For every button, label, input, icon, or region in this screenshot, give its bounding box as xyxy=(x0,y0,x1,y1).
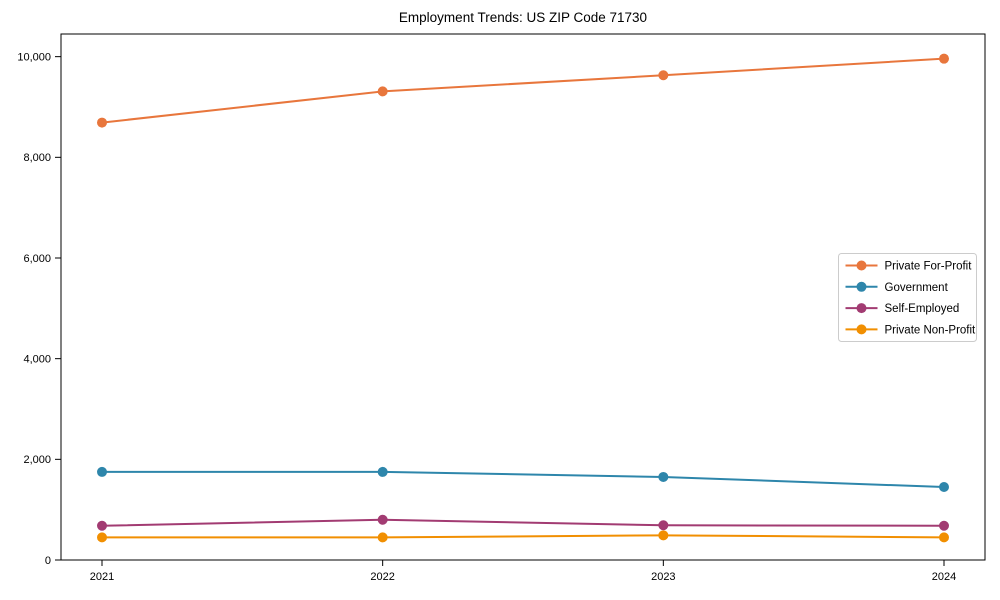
legend-marker-self-employed xyxy=(856,303,867,314)
plot-border xyxy=(60,33,986,561)
plot-area: 0 2,000 4,000 6,000 8,000 10,000 2021 2022 2023 2… xyxy=(17,33,986,583)
legend-label-private-non-profit: Private Non-Profit xyxy=(885,324,977,336)
y-axis-tick-label: 0 xyxy=(45,555,51,567)
legend-marker-government xyxy=(856,281,867,292)
legend-label-private-for-profit: Private For-Profit xyxy=(885,261,973,273)
data-point-private-for-profit-2022 xyxy=(377,86,388,97)
y-axis-tick-label: 4,000 xyxy=(23,353,51,365)
x-axis-tick-label: 2023 xyxy=(651,571,675,583)
data-point-government-2023 xyxy=(658,471,669,482)
data-point-private-non-profit-2021 xyxy=(97,532,107,543)
data-point-self-employed-2022 xyxy=(377,514,388,525)
data-point-self-employed-2021 xyxy=(97,520,107,531)
legend-marker-private-non-profit xyxy=(856,324,867,335)
series-line-private-non-profit xyxy=(102,534,945,539)
series-line-self-employed xyxy=(101,518,945,527)
legend-label-government: Government xyxy=(885,282,949,294)
data-point-private-for-profit-2024 xyxy=(939,53,949,64)
data-point-private-non-profit-2022 xyxy=(377,532,388,543)
y-axis-tick-label: 10,000 xyxy=(17,51,51,63)
data-point-private-non-profit-2024 xyxy=(939,532,949,543)
legend-label-self-employed: Self-Employed xyxy=(885,303,960,315)
data-point-government-2022 xyxy=(377,466,388,477)
legend-box xyxy=(838,253,977,342)
y-axis-tick-label: 2,000 xyxy=(23,454,51,466)
data-point-private-non-profit-2023 xyxy=(658,530,669,541)
x-axis-tick-label: 2021 xyxy=(90,571,114,583)
chart-title: Employment Trends: US ZIP Code 71730 xyxy=(399,10,647,25)
data-point-government-2021 xyxy=(97,466,107,477)
data-point-private-for-profit-2021 xyxy=(97,117,107,128)
data-point-government-2024 xyxy=(939,482,949,493)
series-line-government xyxy=(102,470,945,489)
legend-marker-private-for-profit xyxy=(856,260,867,271)
series-line-private-for-profit xyxy=(101,57,945,124)
y-axis-tick-label: 8,000 xyxy=(23,152,51,164)
x-axis-tick-label: 2022 xyxy=(370,571,394,583)
data-point-self-employed-2024 xyxy=(939,520,949,531)
data-point-private-for-profit-2023 xyxy=(658,70,669,81)
x-axis-tick-label: 2024 xyxy=(932,571,956,583)
data-point-self-employed-2023 xyxy=(658,520,669,531)
y-axis-tick-label: 6,000 xyxy=(23,253,51,265)
